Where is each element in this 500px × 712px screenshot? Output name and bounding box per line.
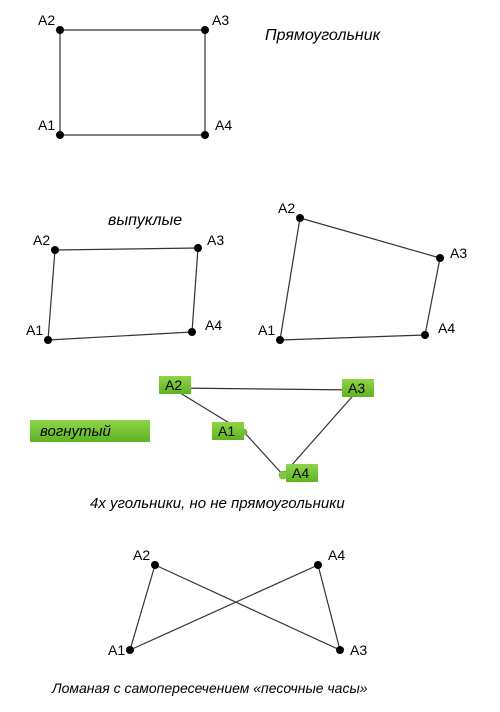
shape-convex_left: A1 A2 A3 A4 bbox=[26, 232, 224, 344]
shape-concave: A1 A2 A3 A4 bbox=[159, 376, 374, 482]
shape-hourglass: A1 A2 A3 A4 bbox=[108, 547, 367, 658]
vertex-hourglass-A2 bbox=[151, 561, 159, 569]
vertex-label-hourglass-A4: A4 bbox=[328, 547, 345, 563]
vertex-convex_right-A3 bbox=[436, 254, 444, 262]
vertex-label-hourglass-A3: A3 bbox=[350, 642, 367, 658]
edge-convex_left-A1-A2 bbox=[48, 250, 55, 340]
vertex-label-rect-A2: A2 bbox=[38, 12, 55, 28]
vertex-hourglass-A3 bbox=[336, 646, 344, 654]
shapes-layer: A1 A2 A3 A4 A1 A2 A3 A4 A1 A2 A3 A4 A1 A2 A3 A4 A1 A2 A3 A4 bbox=[26, 12, 467, 658]
edge-convex_right-A4-A1 bbox=[280, 335, 425, 340]
vertex-label-convex_left-A3: A3 bbox=[207, 232, 224, 248]
vertex-convex_right-A2 bbox=[296, 214, 304, 222]
vertex-label-rect-A1: A1 bbox=[38, 117, 55, 133]
shape-convex_right: A1 A2 A3 A4 bbox=[258, 200, 467, 344]
vertex-hourglass-A4 bbox=[314, 561, 322, 569]
vertex-label-convex_right-A4: A4 bbox=[438, 320, 455, 336]
vertex-convex_left-A2 bbox=[51, 246, 59, 254]
vertex-convex_left-A4 bbox=[188, 328, 196, 336]
vertex-label-convex_right-A2: A2 bbox=[278, 200, 295, 216]
vertex-label-convex_left-A1: A1 bbox=[26, 322, 43, 338]
vertex-label-convex_right-A3: A3 bbox=[450, 245, 467, 261]
edge-concave-A4-A1 bbox=[244, 432, 283, 475]
vertex-concave-A4 bbox=[279, 471, 287, 479]
vertex-convex_right-A4 bbox=[421, 331, 429, 339]
edge-convex_right-A1-A2 bbox=[280, 218, 300, 340]
edge-hourglass-A1-A2 bbox=[130, 565, 155, 650]
vertex-hourglass-A1 bbox=[126, 646, 134, 654]
caption-quads-not-rects: 4х угольники, но не прямоугольники bbox=[90, 495, 345, 512]
diagram-svg: A1 A2 A3 A4 A1 A2 A3 A4 A1 A2 A3 A4 A1 A2 A3 A4 A1 A2 A3 A4… bbox=[0, 0, 500, 707]
caption-rectangle: Прямоугольник bbox=[265, 27, 382, 44]
caption-self-intersect: Ломаная с самопересечением «песочные час… bbox=[51, 680, 368, 696]
vertex-convex_right-A1 bbox=[276, 336, 284, 344]
vertex-label-concave-A3: A3 bbox=[348, 380, 365, 396]
vertex-convex_left-A1 bbox=[44, 336, 52, 344]
edge-hourglass-A2-A3 bbox=[155, 565, 340, 650]
edge-convex_right-A2-A3 bbox=[300, 218, 440, 258]
edge-convex_left-A4-A1 bbox=[48, 332, 192, 340]
vertex-label-hourglass-A2: A2 bbox=[133, 547, 150, 563]
vertex-label-convex_right-A1: A1 bbox=[258, 322, 275, 338]
vertex-convex_left-A3 bbox=[194, 244, 202, 252]
vertex-rect-A3 bbox=[201, 26, 209, 34]
vertex-rect-A1 bbox=[56, 131, 64, 139]
edge-convex_left-A3-A4 bbox=[192, 248, 198, 332]
vertex-rect-A4 bbox=[201, 131, 209, 139]
vertex-label-convex_left-A4: A4 bbox=[205, 317, 222, 333]
shape-rect: A1 A2 A3 A4 bbox=[38, 12, 232, 139]
caption-convex: выпуклые bbox=[108, 212, 182, 229]
vertex-label-convex_left-A2: A2 bbox=[33, 232, 50, 248]
captions-layer: Прямоугольник выпуклые вогнутый 4х уголь… bbox=[30, 27, 382, 696]
edge-concave-A3-A4 bbox=[283, 390, 358, 475]
edge-concave-A2-A3 bbox=[172, 388, 358, 390]
vertex-label-concave-A4: A4 bbox=[292, 465, 309, 481]
diagram-page: A1 A2 A3 A4 A1 A2 A3 A4 A1 A2 A3 A4 A1 A2 A3 A4 A1 A2 A3 A4… bbox=[0, 0, 500, 707]
vertex-label-concave-A1: A1 bbox=[218, 423, 235, 439]
vertex-label-rect-A3: A3 bbox=[212, 12, 229, 28]
vertex-rect-A2 bbox=[56, 26, 64, 34]
vertex-label-rect-A4: A4 bbox=[215, 117, 232, 133]
edge-hourglass-A3-A4 bbox=[318, 565, 340, 650]
caption-concave: вогнутый bbox=[40, 423, 112, 440]
vertex-label-concave-A2: A2 bbox=[165, 377, 182, 393]
edge-hourglass-A4-A1 bbox=[130, 565, 318, 650]
edge-convex_left-A2-A3 bbox=[55, 248, 198, 250]
vertex-label-hourglass-A1: A1 bbox=[108, 642, 125, 658]
